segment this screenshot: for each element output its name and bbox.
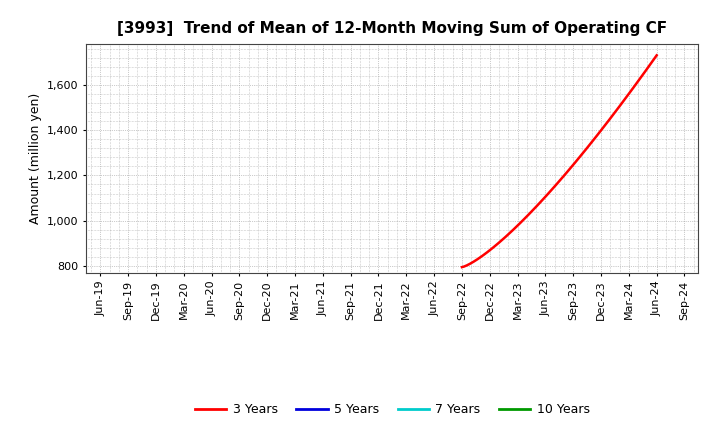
3 Years: [469, 259, 478, 264]
Line: 3 Years: 3 Years: [462, 55, 657, 267]
3 Years: [652, 53, 661, 58]
3 Years: [465, 261, 474, 267]
3 Years: [510, 227, 518, 232]
3 Years: [642, 66, 651, 72]
3 Years: [458, 264, 467, 270]
Title: [3993]  Trend of Mean of 12-Month Moving Sum of Operating CF: [3993] Trend of Mean of 12-Month Moving …: [117, 21, 667, 36]
3 Years: [494, 241, 503, 246]
3 Years: [636, 76, 644, 81]
Y-axis label: Amount (million yen): Amount (million yen): [29, 93, 42, 224]
Legend: 3 Years, 5 Years, 7 Years, 10 Years: 3 Years, 5 Years, 7 Years, 10 Years: [190, 398, 595, 421]
